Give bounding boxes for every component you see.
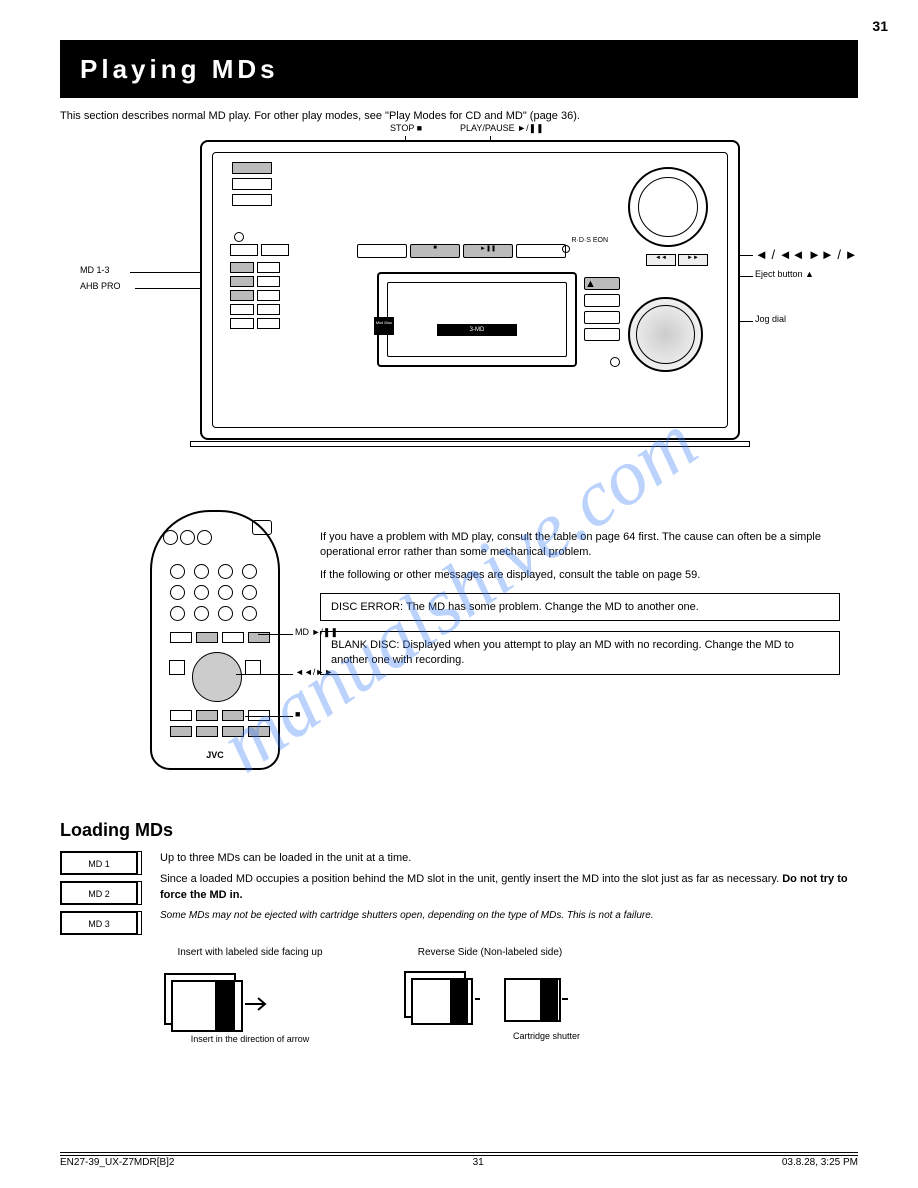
md-insert-illustrations: Insert with labeled side facing up Inser…	[160, 947, 858, 1044]
body1: Up to three MDs can be loaded in the uni…	[160, 851, 858, 866]
err-line2: If the following or other messages are d…	[320, 568, 840, 583]
note: Some MDs may not be ejected with cartrid…	[160, 909, 858, 923]
rds-label: R·D·S EON	[571, 237, 608, 244]
md2-btn: MD 2	[60, 881, 138, 905]
err-box-discerror: DISC ERROR: The MD has some problem. Cha…	[320, 593, 840, 622]
loading-text: Up to three MDs can be loaded in the uni…	[160, 851, 858, 923]
section-title: Loading MDs	[60, 820, 858, 841]
footer-date: 03.8.28, 3:25 PM	[782, 1157, 858, 1168]
illus2-sub: Cartridge shutter	[400, 1031, 580, 1041]
remote-callout-stop: ■	[295, 710, 300, 720]
page-number-top: 31	[872, 18, 888, 34]
md-button-illustration: MD 1 MD 2 MD 3	[60, 851, 140, 941]
loading-mds-section: Loading MDs MD 1 MD 2 MD 3 Up to three M…	[60, 820, 858, 1044]
main-unit-illustration: ■ ►❚❚ ◄◄►► R·D·S EON 3-MD Mini Disc	[200, 140, 740, 440]
callout-jogdial: Jog dial	[755, 315, 786, 325]
footer-file: EN27-39_UX-Z7MDR[B]2	[60, 1157, 174, 1168]
jog-dial	[628, 297, 703, 372]
unit-diagram-area: STOP ■ PLAY/PAUSE ►/❚❚ MD 1-3 AHB PRO ◄ …	[60, 130, 858, 490]
callout-stop: STOP ■	[390, 124, 422, 134]
callout-skipsearch: ◄ / ◄◄ ►► / ►	[755, 248, 857, 262]
md1-btn: MD 1	[60, 851, 138, 875]
err-intro: If you have a problem with MD play, cons…	[320, 530, 840, 560]
footer-mid: 31	[473, 1157, 484, 1168]
footer: EN27-39_UX-Z7MDR[B]2 31 03.8.28, 3:25 PM	[60, 1152, 858, 1168]
callout-eject: Eject button ▲	[755, 270, 814, 280]
callout-mdselect: MD 1-3	[80, 266, 110, 276]
header-bar: Playing MDs	[60, 40, 858, 98]
illus2-cap: Reverse Side (Non-labeled side)	[400, 947, 580, 958]
illus-insert-front: Insert with labeled side facing up Inser…	[160, 947, 340, 1044]
tray-label: 3-MD	[437, 324, 517, 336]
remote-illustration: JVC	[150, 510, 280, 770]
minidisc-badge: Mini Disc	[374, 317, 394, 335]
err-box-blankdisc: BLANK DISC: Displayed when you attempt t…	[320, 631, 840, 675]
callout-ahbpro: AHB PRO	[80, 282, 121, 292]
page-title: Playing MDs	[80, 54, 279, 85]
illus-reverse: Reverse Side (Non-labeled side) Cartrid	[400, 947, 580, 1041]
illus1-arrow: Insert in the direction of arrow	[160, 1034, 340, 1044]
illus1-cap: Insert with labeled side facing up	[160, 947, 340, 958]
body2: Since a loaded MD occupies a position be…	[160, 872, 858, 903]
remote-logo: JVC	[206, 750, 224, 760]
error-info-block: If you have a problem with MD play, cons…	[320, 530, 840, 675]
callout-playpause: PLAY/PAUSE ►/❚❚	[460, 124, 544, 134]
md3-btn: MD 3	[60, 911, 138, 935]
intro-text: This section describes normal MD play. F…	[60, 110, 858, 122]
